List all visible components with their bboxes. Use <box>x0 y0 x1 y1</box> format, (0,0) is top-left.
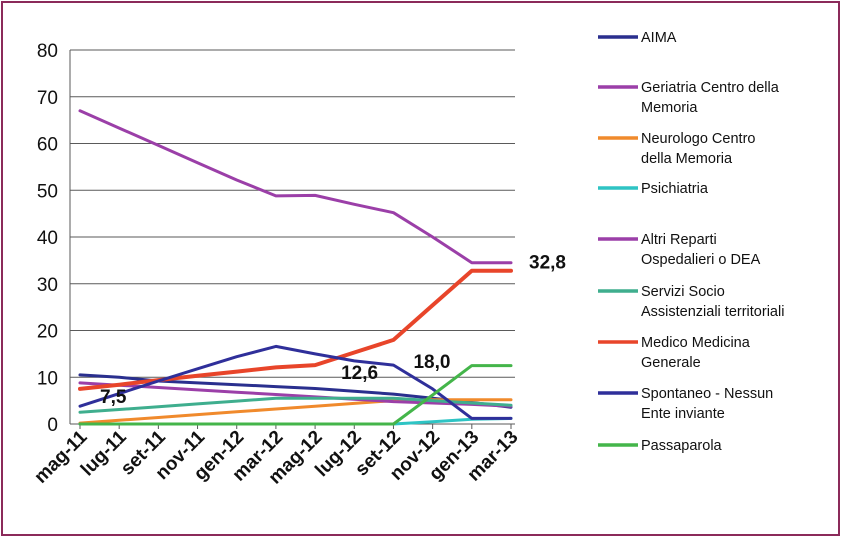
data-label: 18,0 <box>413 352 450 373</box>
y-tick-label: 60 <box>37 135 58 156</box>
legend-label: Psichiatria <box>641 181 709 197</box>
series-line-spontaneo-nessun-ente-inviante <box>78 344 513 420</box>
series-line-servizi-socio-assistenziali-territoriali <box>78 396 513 414</box>
y-axis: 0 10 20 30 40 50 60 70 80 <box>37 41 71 436</box>
y-tick-label: 0 <box>47 415 58 436</box>
y-tick-label: 50 <box>37 181 58 202</box>
x-tick-label: mag-11 <box>30 426 91 487</box>
y-tick-label: 20 <box>37 322 58 343</box>
legend: AIMA Geriatria Centro della Memoria Neurolo… <box>598 30 784 454</box>
y-tick-label: 30 <box>37 275 58 296</box>
data-label: 12,6 <box>341 363 378 384</box>
y-tick-label: 10 <box>37 368 58 389</box>
legend-label: Medico Medicina Generale <box>641 335 751 371</box>
series-line-medico-medicina-generale <box>78 268 513 391</box>
y-tick-label: 70 <box>37 88 58 109</box>
legend-label: Altri Reparti Ospedalieri o DEA <box>641 232 761 268</box>
data-label: 32,8 <box>529 253 566 274</box>
series-line-altri-reparti-ospedalieri-o-dea <box>78 381 513 408</box>
legend-label: AIMA <box>641 30 677 46</box>
legend-label: Geriatria Centro della Memoria <box>641 80 780 116</box>
legend-label: Passaparola <box>641 438 723 454</box>
x-axis: mag-11lug-11set-11nov-11gen-12mar-12mag-… <box>30 424 523 489</box>
y-tick-label: 40 <box>37 228 58 249</box>
legend-label: Servizi Socio Assistenziali territoriali <box>641 284 784 320</box>
series-line-passaparola <box>78 364 513 426</box>
legend-label: Spontaneo - Nessun Ente inviante <box>641 386 773 422</box>
data-labels: 7,5 12,6 18,0 32,8 <box>100 253 566 408</box>
series-lines <box>78 109 513 426</box>
legend-label: Neurologo Centro della Memoria <box>641 131 755 167</box>
data-label: 7,5 <box>100 387 127 408</box>
series-line-geriatria-centro-della-memoria <box>78 109 513 265</box>
x-tick-label: lug-11 <box>77 426 131 480</box>
y-tick-label: 80 <box>37 41 58 62</box>
